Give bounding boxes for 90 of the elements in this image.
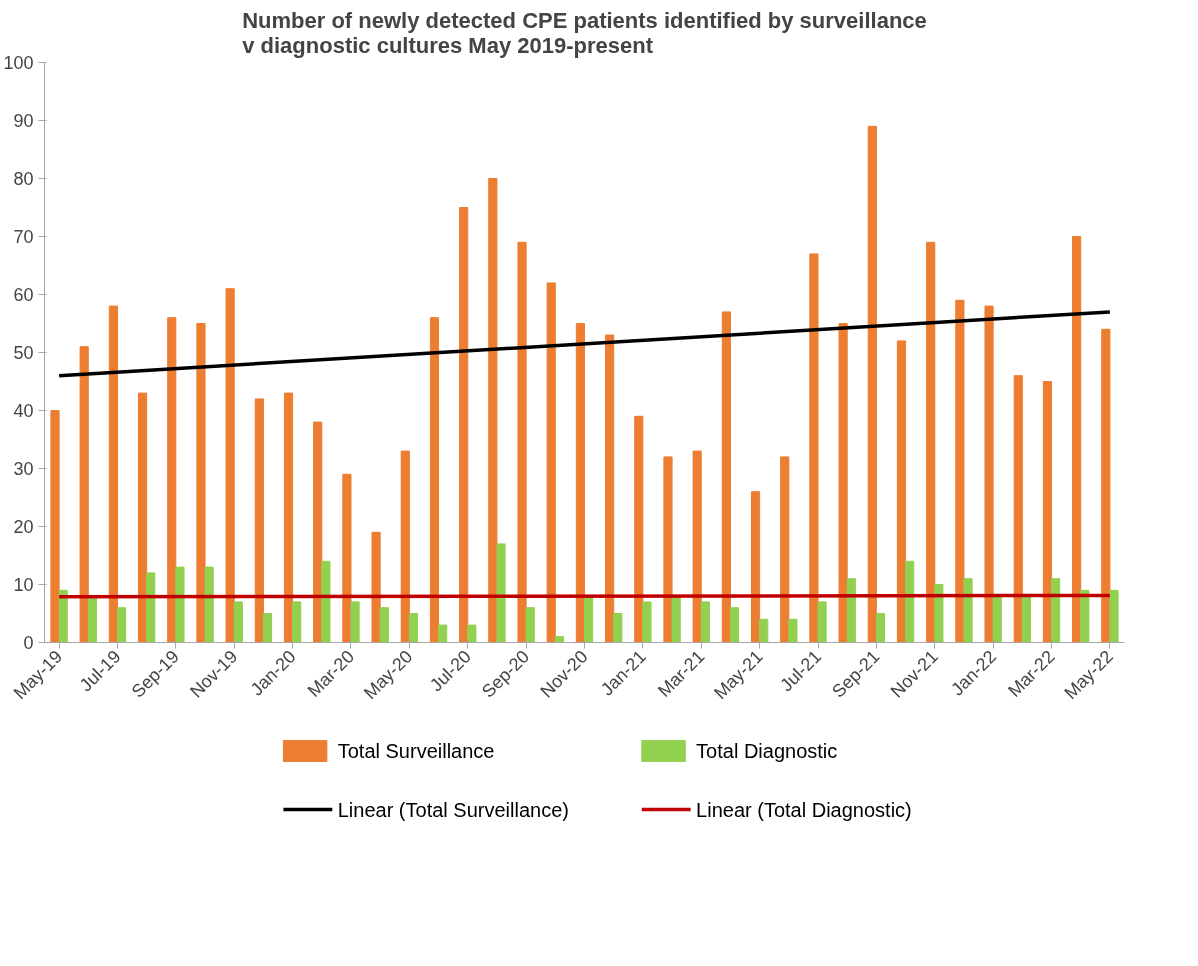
bar xyxy=(992,595,1002,643)
y-tick-label: 100 xyxy=(3,53,34,73)
y-tick-label: 30 xyxy=(13,459,34,479)
bar xyxy=(350,601,360,643)
bar xyxy=(459,207,469,643)
bar xyxy=(146,572,156,643)
bar xyxy=(438,624,448,643)
bar xyxy=(196,323,206,643)
bar xyxy=(108,305,118,643)
y-tick-label: 0 xyxy=(23,633,34,653)
bar xyxy=(613,613,623,643)
bar xyxy=(58,589,68,643)
bar xyxy=(875,613,886,643)
bar xyxy=(488,178,498,643)
bar xyxy=(750,491,761,643)
bar xyxy=(809,253,819,643)
bar xyxy=(50,410,60,643)
y-tick-label: 60 xyxy=(13,285,34,305)
y-tick-label: 50 xyxy=(13,343,34,363)
bar xyxy=(1109,589,1119,643)
bar xyxy=(955,299,965,643)
bar xyxy=(729,607,740,643)
bar xyxy=(780,456,790,643)
bar xyxy=(896,340,907,643)
y-tick-label: 20 xyxy=(13,517,34,537)
bar xyxy=(963,578,973,643)
bar xyxy=(379,607,389,643)
legend-label: Total Surveillance xyxy=(337,740,495,762)
legend-label: Total Diagnostic xyxy=(696,740,838,762)
bar xyxy=(400,450,410,643)
bar xyxy=(262,613,273,643)
y-tick-label: 80 xyxy=(13,169,34,189)
chart-title: Number of newly detected CPE patients identified by surveillance v diagnostic cultures May 2019-present xyxy=(242,7,927,58)
bar xyxy=(642,601,652,643)
bar xyxy=(1013,375,1023,643)
bar xyxy=(663,456,673,643)
bar xyxy=(700,601,710,643)
bar xyxy=(934,584,944,643)
bar xyxy=(371,531,381,643)
legend-label: Linear (Total Diagnostic) xyxy=(696,798,912,821)
bar xyxy=(788,618,798,643)
bar xyxy=(1101,328,1111,643)
bar xyxy=(175,566,185,643)
bar xyxy=(254,398,264,643)
bar xyxy=(233,601,243,643)
bar xyxy=(671,595,681,643)
bar xyxy=(87,595,97,643)
y-tick-label: 90 xyxy=(13,111,34,131)
bar xyxy=(1051,578,1061,643)
bar xyxy=(554,636,564,643)
bar xyxy=(467,624,477,643)
bar xyxy=(517,241,527,643)
bar xyxy=(1080,589,1090,643)
bar xyxy=(584,595,594,643)
bar xyxy=(321,560,331,643)
bar xyxy=(116,607,127,643)
y-tick-label: 40 xyxy=(13,401,34,421)
bar xyxy=(721,311,731,643)
bar xyxy=(692,450,702,643)
bar xyxy=(817,601,827,643)
bar xyxy=(1042,381,1053,643)
bar xyxy=(984,305,994,643)
bar xyxy=(846,578,856,643)
bar xyxy=(137,392,148,643)
bar xyxy=(867,125,877,643)
bar xyxy=(313,421,323,643)
bar xyxy=(408,613,419,643)
bar xyxy=(759,618,769,643)
bar xyxy=(496,543,506,643)
bar xyxy=(838,323,848,643)
y-tick-label: 70 xyxy=(13,227,34,247)
bar xyxy=(1072,236,1082,643)
bar xyxy=(167,317,177,643)
bar xyxy=(204,566,214,643)
bar xyxy=(1021,595,1032,643)
y-tick-label: 10 xyxy=(13,575,34,595)
bar xyxy=(605,334,615,643)
legend-label: Linear (Total Surveillance) xyxy=(337,798,569,821)
bar xyxy=(905,560,915,643)
bar xyxy=(429,317,440,643)
bar xyxy=(342,473,352,643)
bar xyxy=(283,392,294,643)
bar xyxy=(634,415,644,643)
bar xyxy=(525,607,535,643)
bar xyxy=(225,288,235,643)
bar xyxy=(79,346,89,643)
bar xyxy=(546,282,556,643)
bar xyxy=(292,601,302,643)
bar xyxy=(926,241,936,643)
bar xyxy=(575,323,585,643)
